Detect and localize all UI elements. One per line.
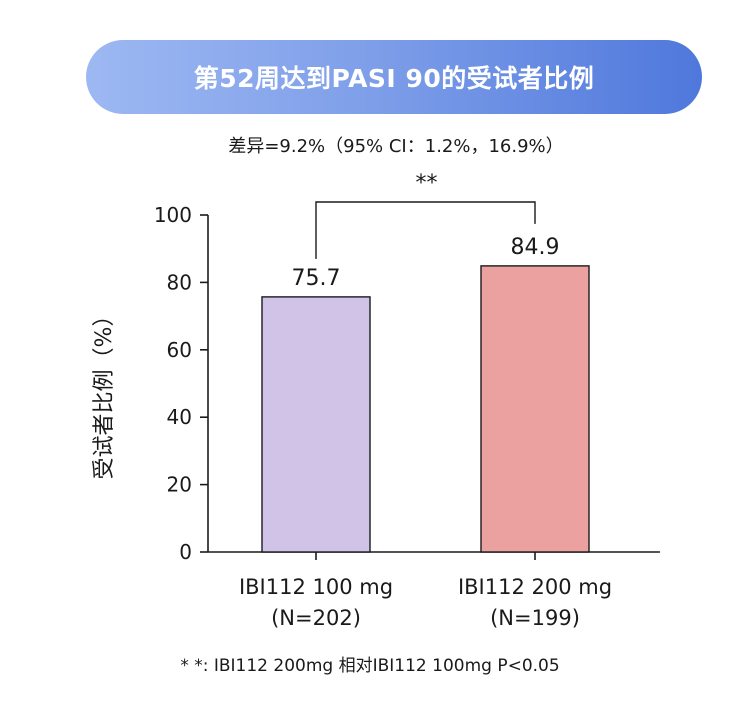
significance-label: **	[416, 171, 438, 196]
bar-1	[261, 296, 371, 553]
difference-annotation: 差异=9.2%（95% CI：1.2%，16.9%）	[228, 136, 564, 157]
y-tick-label: 100	[154, 203, 192, 227]
bar-value-label: 75.7	[292, 266, 341, 291]
y-tick-label: 40	[167, 405, 192, 429]
title-banner: 第52周达到PASI 90的受试者比例	[86, 40, 702, 114]
x-tick-label: IBI112 100 mg	[239, 575, 393, 599]
x-tick-sublabel: (N=202)	[271, 606, 361, 630]
significance-bracket	[315, 201, 536, 259]
bar-value-label: 84.9	[511, 235, 560, 260]
x-tick-label: IBI112 200 mg	[458, 575, 612, 599]
y-tick-label: 20	[167, 473, 192, 497]
y-axis-title: 受试者比例（%）	[92, 305, 117, 480]
y-tick-label: 0	[179, 540, 192, 564]
y-tick-label: 80	[167, 270, 192, 294]
bar-2	[480, 265, 590, 553]
footnote: * *: IBI112 200mg 相对IBI112 100mg P<0.05	[180, 656, 560, 676]
y-tick-label: 60	[167, 338, 192, 362]
x-tick-sublabel: (N=199)	[490, 606, 580, 630]
banner-title: 第52周达到PASI 90的受试者比例	[193, 64, 595, 93]
